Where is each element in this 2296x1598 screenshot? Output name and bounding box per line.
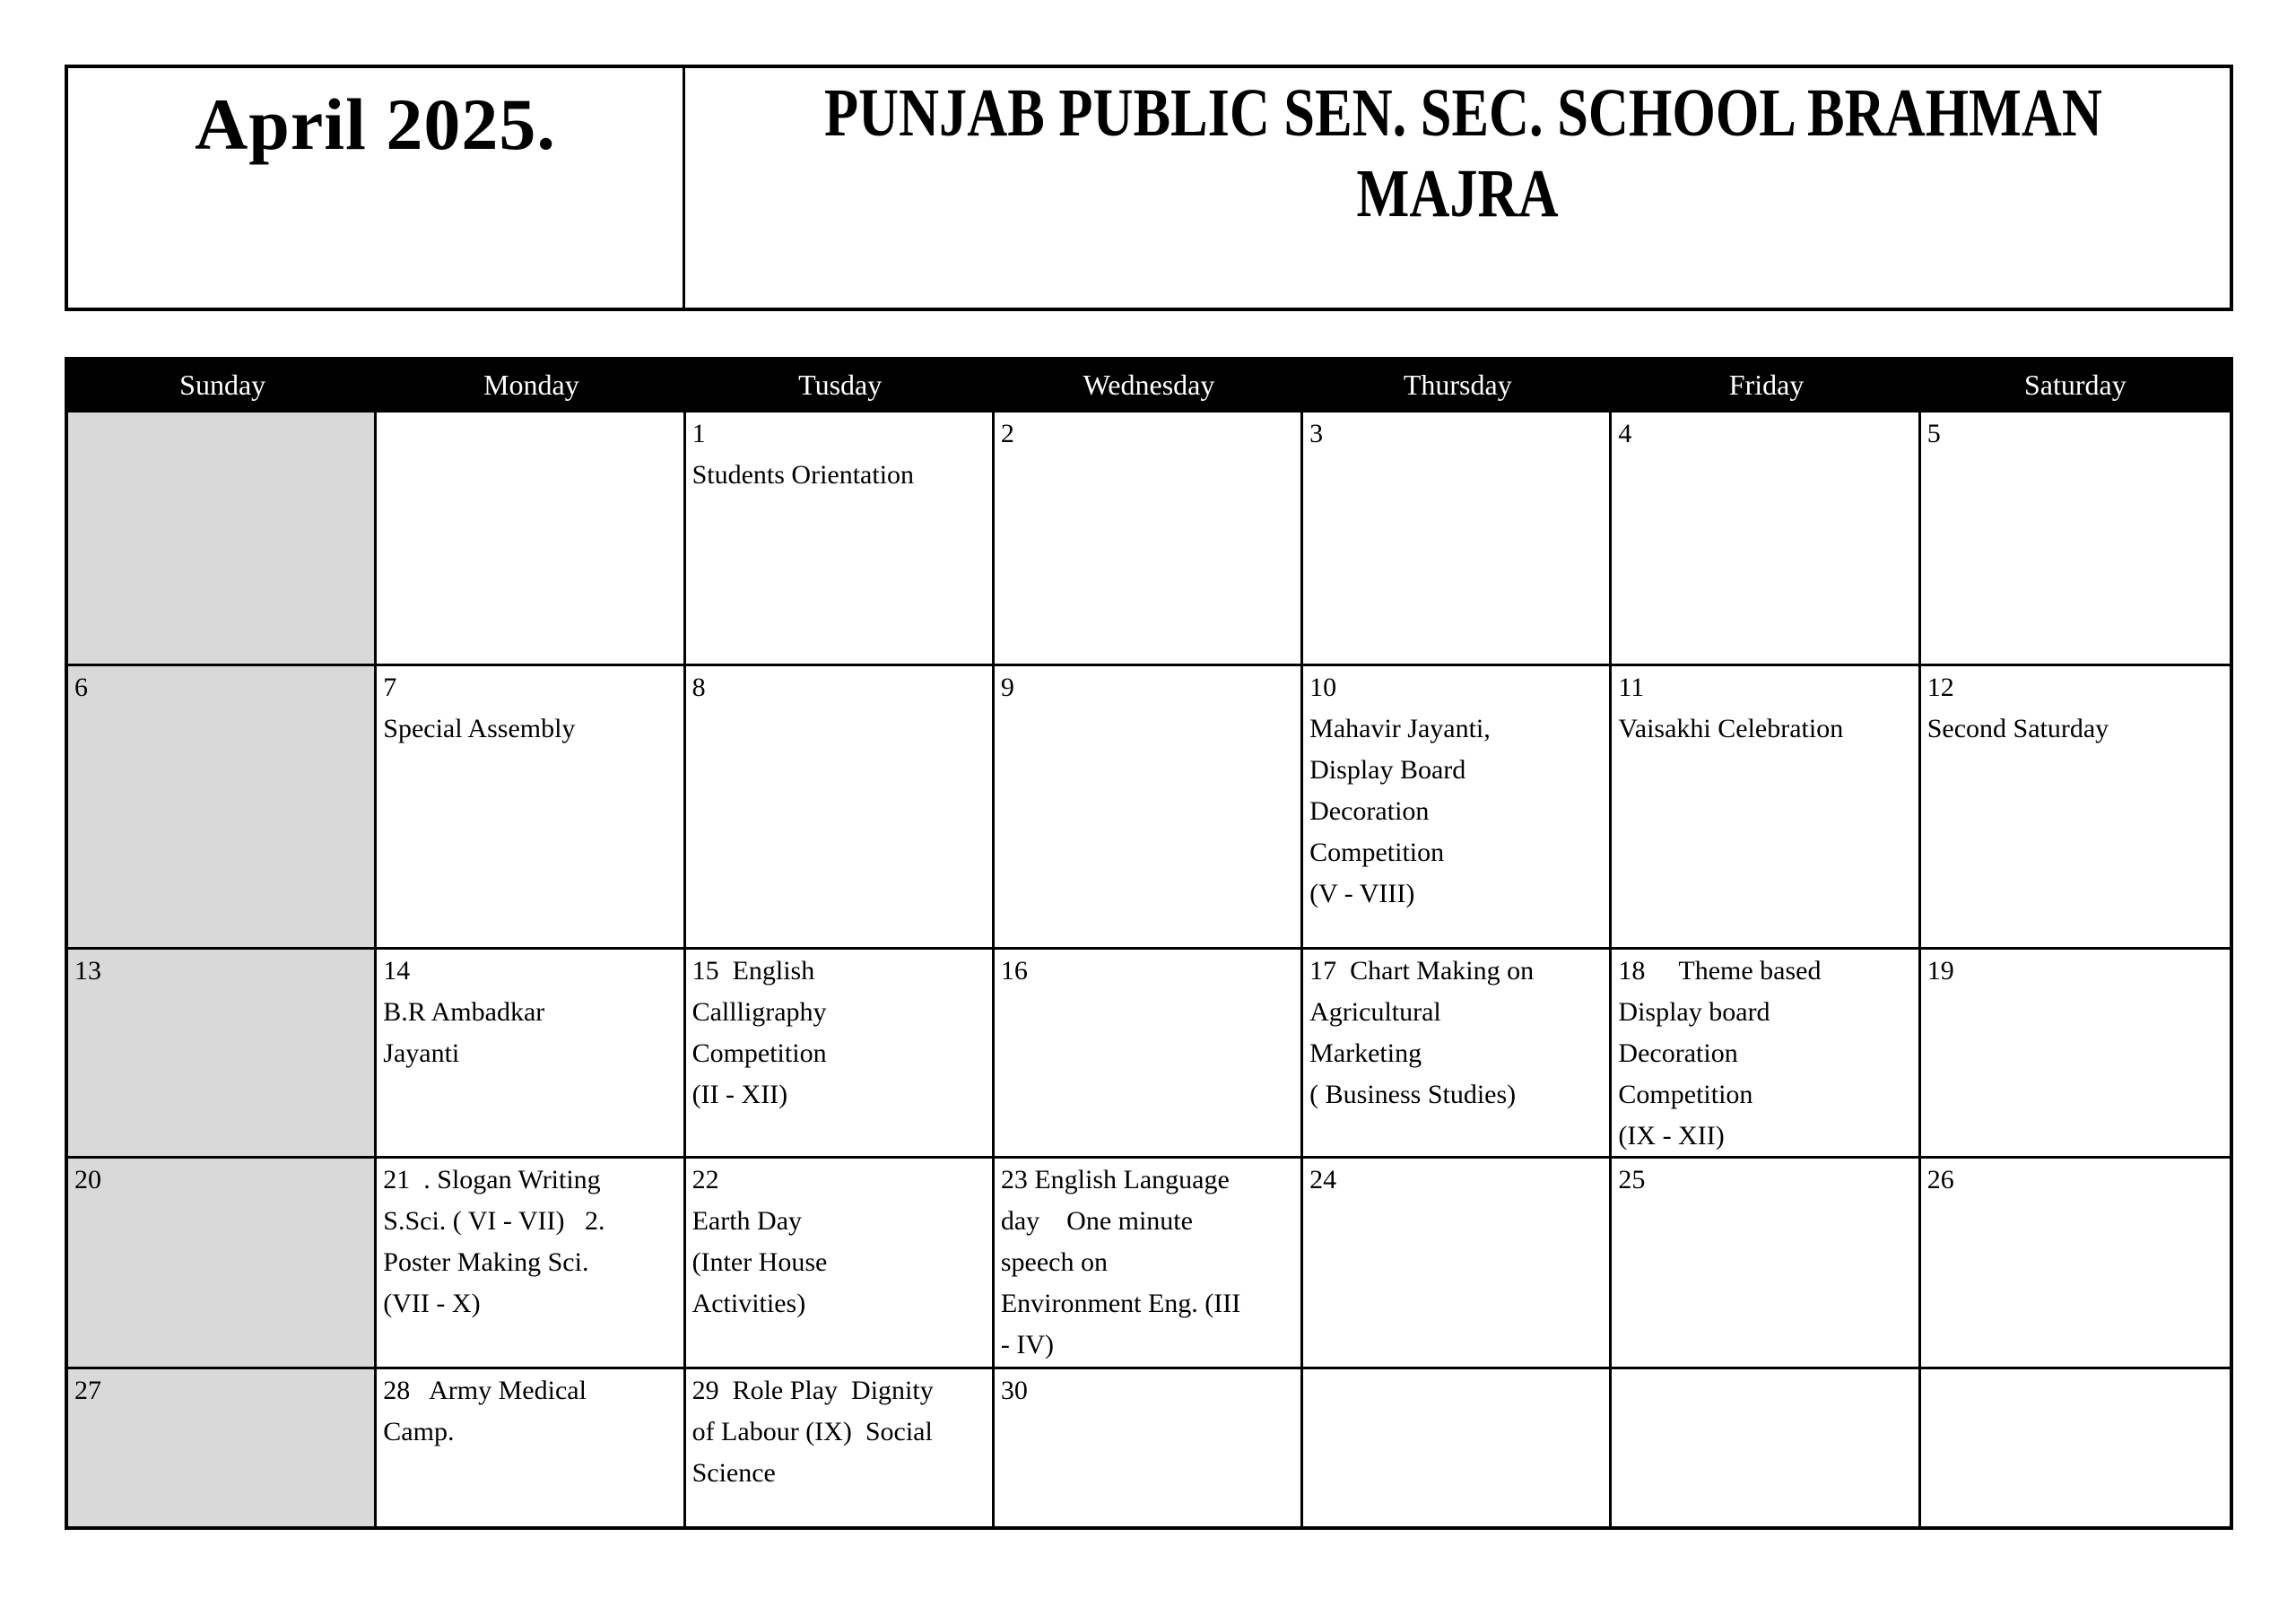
school-name-line-2: MAJRA <box>1356 156 1559 231</box>
calendar-cell: 3 <box>1303 410 1613 664</box>
month-title: April 2025. <box>195 83 556 165</box>
calendar-cell <box>1303 1367 1613 1526</box>
calendar-cell: 19 <box>1920 947 2230 1156</box>
calendar-cell: 5 <box>1920 410 2230 664</box>
calendar-cell: 6 <box>68 664 378 947</box>
day-header-tusday: Tusday <box>685 360 995 410</box>
calendar-cell: 23 English Language day One minute speec… <box>994 1156 1304 1367</box>
day-header-sunday: Sunday <box>68 360 378 410</box>
calendar-cell: 22 Earth Day (Inter House Activities) <box>685 1156 995 1367</box>
calendar-cell <box>1612 1367 1921 1526</box>
calendar-cell: 30 <box>994 1367 1304 1526</box>
day-header-wednesday: Wednesday <box>994 360 1304 410</box>
calendar-cell: 8 <box>685 664 995 947</box>
calendar-cell: 21 . Slogan Writing S.Sci. ( VI - VII) 2… <box>377 1156 686 1367</box>
calendar-cell <box>68 410 378 664</box>
calendar-cell: 26 <box>1920 1156 2230 1367</box>
calendar-cell: 1 Students Orientation <box>685 410 995 664</box>
calendar-cell: 14 B.R Ambadkar Jayanti <box>377 947 686 1156</box>
day-header-friday: Friday <box>1612 360 1921 410</box>
calendar-cell: 20 <box>68 1156 378 1367</box>
calendar-cell: 27 <box>68 1367 378 1526</box>
calendar-cell: 11 Vaisakhi Celebration <box>1612 664 1921 947</box>
calendar-cell: 17 Chart Making on Agricultural Marketin… <box>1303 947 1613 1156</box>
calendar-cell: 4 <box>1612 410 1921 664</box>
calendar-cell: 24 <box>1303 1156 1613 1367</box>
calendar-cell <box>1920 1367 2230 1526</box>
day-header-thursday: Thursday <box>1303 360 1613 410</box>
calendar-cell: 15 English Callligraphy Competition (II … <box>685 947 995 1156</box>
calendar-cell: 2 <box>994 410 1304 664</box>
day-header-saturday: Saturday <box>1920 360 2230 410</box>
calendar-cell: 25 <box>1612 1156 1921 1367</box>
calendar-cell: 7 Special Assembly <box>377 664 686 947</box>
calendar-cell: 29 Role Play Dignity of Labour (IX) Soci… <box>685 1367 995 1526</box>
school-name-cell: PUNJAB PUBLIC SEN. SEC. SCHOOL BRAHMAN M… <box>685 68 2230 308</box>
school-name-line-1: PUNJAB PUBLIC SEN. SEC. SCHOOL BRAHMAN <box>823 75 2102 151</box>
calendar-cell: 13 <box>68 947 378 1156</box>
calendar-cell: 18 Theme based Display board Decoration … <box>1612 947 1921 1156</box>
calendar-cell: 28 Army Medical Camp. <box>377 1367 686 1526</box>
calendar-cell: 10 Mahavir Jayanti, Display Board Decora… <box>1303 664 1613 947</box>
calendar-cell <box>377 410 686 664</box>
calendar-cell: 12 Second Saturday <box>1920 664 2230 947</box>
calendar-cell: 9 <box>994 664 1304 947</box>
month-title-cell: April 2025. <box>68 68 685 308</box>
title-box: April 2025. PUNJAB PUBLIC SEN. SEC. SCHO… <box>65 65 2233 311</box>
day-header-monday: Monday <box>377 360 686 410</box>
calendar-cell: 16 <box>994 947 1304 1156</box>
calendar-table: Sunday Monday Tusday Wednesday Thursday Frida… <box>65 357 2233 1530</box>
